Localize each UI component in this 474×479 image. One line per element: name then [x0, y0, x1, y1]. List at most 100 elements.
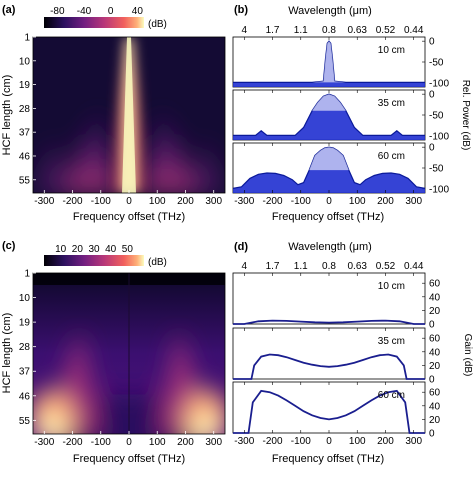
colorbar-tick-label: 40: [105, 244, 117, 255]
x-tick-label: -200: [63, 196, 83, 207]
top-tick-label: 1.7: [266, 25, 280, 36]
top-tick-label: 0.52: [376, 25, 396, 36]
subplot-frame: [232, 272, 426, 325]
y-tick-label: -100: [429, 131, 449, 142]
panel-a: (a) -80 -40 0 40 (dB) -300 -200 -100 0 100 200 30…: [1, 4, 226, 223]
y-tick-label: 0: [429, 375, 435, 386]
y-tick-label: 1: [24, 33, 30, 44]
subplot-35cm: 0 -50 -100 35 cm: [232, 89, 449, 142]
series-name-label: 60 cm: [378, 151, 405, 162]
x-tick-label: -100: [91, 437, 111, 448]
panel-a-xlabel: Frequency offset (THz): [73, 211, 185, 223]
top-tick-label: 4: [242, 261, 248, 272]
panel-a-colorbar-ticks: -80 -40 0 40: [50, 6, 143, 17]
y-tick-label: 60: [429, 388, 441, 399]
x-tick-label: -300: [34, 196, 54, 207]
y-tick-label: 40: [429, 347, 441, 358]
top-tick-label: 0.63: [348, 25, 368, 36]
colorbar-tick-label: 40: [132, 6, 144, 17]
y-tick-label: 0: [429, 429, 435, 440]
panel-c-colorbar-unit: (dB): [148, 257, 167, 268]
panel-c-label: (c): [2, 240, 16, 252]
y-tick-label: -100: [429, 78, 449, 89]
top-tick-label: 4: [242, 25, 248, 36]
panel-a-colorbar: [44, 17, 144, 28]
y-tick-label: 46: [19, 151, 31, 162]
y-tick-label: 20: [429, 361, 441, 372]
y-tick-label: 60: [429, 279, 441, 290]
subplot-frame: [232, 381, 426, 434]
x-tick-label: -200: [263, 436, 283, 447]
y-tick-label: 37: [19, 128, 31, 139]
panel-d-top-axis-label: Wavelength (μm): [288, 241, 372, 253]
colorbar-tick-label: 50: [122, 244, 134, 255]
panel-d-top-ticks: 4 1.7 1.1 0.8 0.63 0.52 0.44: [242, 261, 424, 272]
y-tick-label: 60: [429, 334, 441, 345]
subplot-10cm: 0 -50 -100 10 cm: [232, 36, 449, 89]
peak-fill: [312, 41, 346, 83]
panel-c-xlabel: Frequency offset (THz): [73, 453, 185, 465]
panel-d-subplots: 0 20 40 60 10 cm 0 20 40 60 35 cm 0 20 40 60 60 cm: [232, 272, 441, 440]
x-tick-label: 0: [126, 196, 132, 207]
y-tick-label: 20: [429, 415, 441, 426]
panel-c-heatmap: [33, 273, 225, 434]
y-tick-label: 40: [429, 401, 441, 412]
panel-d-label: (d): [234, 241, 248, 253]
panel-b-top-ticks: 4 1.7 1.1 0.8 0.63 0.52 0.44: [242, 25, 424, 36]
panel-b-x-ticks: -300 -200 -100 0 100 200 300: [234, 190, 422, 207]
x-tick-label: -300: [234, 196, 254, 207]
panel-c: (c) 10 20 30 40 50 (dB) -300 -200 -100 0 100 200 3…: [1, 240, 226, 465]
colorbar-tick-label: -80: [50, 6, 65, 17]
x-tick-label: 0: [326, 436, 332, 447]
x-tick-label: -100: [291, 196, 311, 207]
top-tick-label: 0.52: [376, 261, 396, 272]
panel-d-xlabel: Frequency offset (THz): [272, 453, 384, 465]
series-name-label: 10 cm: [378, 45, 405, 56]
x-tick-label: -100: [91, 196, 111, 207]
x-tick-label: -100: [291, 436, 311, 447]
colorbar-tick-label: 20: [72, 244, 84, 255]
y-tick-label: 55: [19, 175, 31, 186]
x-tick-label: 100: [149, 437, 166, 448]
colorbar-tick-label: 30: [88, 244, 100, 255]
panel-a-heatmap: [33, 37, 225, 193]
y-tick-label: 0: [429, 90, 435, 101]
x-tick-label: 300: [405, 196, 422, 207]
panel-d-ylabel: Gain (dB): [462, 334, 473, 377]
y-tick-label: 0: [429, 320, 435, 331]
peak-fill: [309, 147, 349, 171]
panel-a-ylabel: HCF length (cm): [1, 75, 13, 156]
series-name-label: 60 cm: [378, 390, 405, 401]
series-name-label: 10 cm: [378, 281, 405, 292]
panel-c-colorbar-ticks: 10 20 30 40 50: [55, 244, 133, 255]
top-tick-label: 1.1: [294, 25, 308, 36]
x-tick-label: 200: [377, 436, 394, 447]
panel-b-label: (b): [234, 4, 248, 16]
x-tick-label: -300: [234, 436, 254, 447]
x-tick-label: 300: [205, 437, 222, 448]
y-tick-label: -50: [429, 58, 444, 69]
series-name-label: 35 cm: [378, 336, 405, 347]
peak-fill: [312, 94, 346, 111]
y-tick-label: 55: [19, 416, 31, 427]
y-tick-label: -50: [429, 164, 444, 175]
panel-a-y-ticks: 1 10 19 28 37 46 55: [19, 33, 36, 186]
x-tick-label: 0: [126, 437, 132, 448]
x-tick-label: 100: [349, 436, 366, 447]
y-tick-label: 19: [19, 318, 31, 329]
top-tick-label: 1.7: [266, 261, 280, 272]
y-tick-label: 0: [429, 143, 435, 154]
x-tick-label: 200: [177, 437, 194, 448]
panel-a-colorbar-unit: (dB): [148, 19, 167, 30]
x-tick-label: 100: [149, 196, 166, 207]
subplot-60cm: 0 20 40 60 60 cm: [232, 381, 441, 440]
panel-d: (d) Wavelength (μm) 4 1.7 1.1 0.8 0.63 0.52 0.…: [232, 241, 473, 465]
y-tick-label: 28: [19, 342, 31, 353]
x-tick-label: 100: [349, 196, 366, 207]
y-tick-label: 0: [429, 37, 435, 48]
y-tick-label: -100: [429, 184, 449, 195]
subplot-10cm: 0 20 40 60 10 cm: [232, 272, 441, 331]
subplot-35cm: 0 20 40 60 35 cm: [232, 327, 441, 386]
panel-c-ylabel: HCF length (cm): [1, 313, 13, 394]
top-tick-label: 0.44: [404, 261, 424, 272]
